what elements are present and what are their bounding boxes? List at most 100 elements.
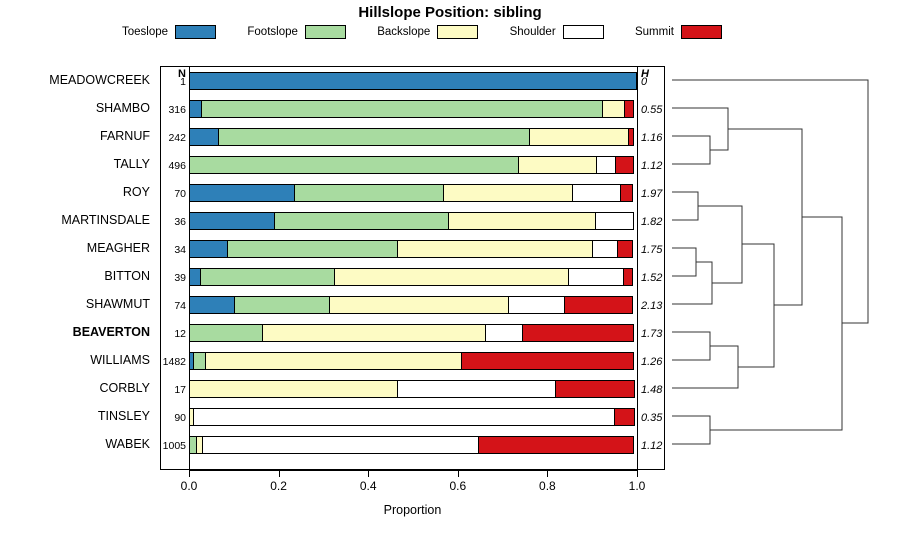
bar-segment-footslope bbox=[201, 100, 604, 118]
bar-segment-footslope bbox=[217, 128, 531, 146]
series-label: FARNUF bbox=[100, 129, 150, 143]
n-column-header: N bbox=[178, 68, 186, 80]
bar-segment-backslope bbox=[396, 240, 594, 258]
chart-row: 496 1.12 bbox=[160, 151, 665, 179]
legend-item: Shoulder bbox=[510, 25, 604, 39]
legend: Toeslope Footslope Backslope Shoulder Summit bbox=[122, 22, 722, 42]
chart-row: 74 2.13 bbox=[160, 291, 665, 319]
chart-row: 36 1.82 bbox=[160, 207, 665, 235]
bar-segment-summit bbox=[619, 184, 633, 202]
legend-item-label: Summit bbox=[634, 26, 674, 38]
n-value: 39 bbox=[174, 272, 186, 284]
bar-segment-backslope bbox=[334, 268, 570, 286]
n-value: 90 bbox=[174, 412, 186, 424]
h-value: 1.12 bbox=[641, 440, 663, 452]
bar-segment-backslope bbox=[262, 324, 487, 342]
bar-segment-backslope bbox=[189, 380, 398, 398]
bar-segment-toeslope bbox=[189, 240, 228, 258]
legend-item-label: Footslope bbox=[247, 26, 298, 38]
bar-segment-backslope bbox=[529, 128, 630, 146]
h-value: 1.12 bbox=[641, 160, 663, 172]
n-value: 34 bbox=[174, 244, 186, 256]
bar-segment-summit bbox=[477, 436, 634, 454]
bar-segment-backslope bbox=[602, 100, 626, 118]
x-axis-tick-label: 0.0 bbox=[180, 479, 198, 493]
h-value: 0.35 bbox=[641, 412, 663, 424]
x-axis: 0.0 0.2 0.4 0.6 0.8 1.0 bbox=[160, 470, 665, 510]
bar-segment-shoulder bbox=[396, 380, 556, 398]
bar-segment-summit bbox=[628, 128, 634, 146]
x-axis-line bbox=[189, 470, 638, 471]
h-value: 0 bbox=[641, 76, 648, 88]
x-axis-tick bbox=[278, 470, 280, 477]
x-axis-tick bbox=[457, 470, 459, 477]
h-value: 0.55 bbox=[641, 104, 663, 116]
legend-item-label: Toeslope bbox=[122, 26, 169, 38]
bar-segment-backslope bbox=[205, 352, 462, 370]
bar-segment-backslope bbox=[517, 156, 597, 174]
bar-segment-backslope bbox=[329, 296, 510, 314]
bar-segment-summit bbox=[614, 408, 635, 426]
x-axis-tick bbox=[189, 470, 190, 477]
bar-segment-summit bbox=[617, 240, 633, 258]
stacked-bar bbox=[189, 128, 637, 146]
n-value: 316 bbox=[168, 104, 186, 116]
stacked-bar-plot: N H 1 0 316 0.55 242 1.16 496 1.12 70 1.97 36 1.82 3… bbox=[160, 66, 665, 470]
n-value: 242 bbox=[168, 132, 186, 144]
chart-row: 12 1.73 bbox=[160, 319, 665, 347]
chart-row: 39 1.52 bbox=[160, 263, 665, 291]
series-label: WABEK bbox=[105, 437, 150, 451]
stacked-bar bbox=[189, 184, 637, 202]
legend-item: Backslope bbox=[377, 25, 479, 39]
bar-segment-shoulder bbox=[594, 212, 634, 230]
stacked-bar bbox=[189, 240, 637, 258]
chart-row: 34 1.75 bbox=[160, 235, 665, 263]
n-value: 70 bbox=[174, 188, 186, 200]
series-label: BITTON bbox=[104, 269, 150, 283]
chart-row: 1482 1.26 bbox=[160, 347, 665, 375]
series-label: ROY bbox=[122, 185, 150, 199]
h-value: 1.73 bbox=[641, 328, 663, 340]
stacked-bar bbox=[189, 212, 637, 230]
stacked-bar bbox=[189, 156, 637, 174]
x-axis-title: Proportion bbox=[383, 503, 442, 517]
h-value: 1.48 bbox=[641, 384, 663, 396]
legend-item: Footslope bbox=[247, 25, 346, 39]
n-value: 1005 bbox=[162, 440, 186, 452]
chart-row: 316 0.55 bbox=[160, 95, 665, 123]
stacked-bar bbox=[189, 296, 637, 314]
stacked-bar bbox=[189, 408, 637, 426]
n-value: 36 bbox=[174, 216, 186, 228]
chart-row: 1005 1.12 bbox=[160, 431, 665, 459]
bar-segment-footslope bbox=[274, 212, 449, 230]
h-value: 1.16 bbox=[641, 132, 663, 144]
chart-row: 70 1.97 bbox=[160, 179, 665, 207]
stacked-bar bbox=[189, 436, 637, 454]
x-axis-tick-label: 1.0 bbox=[628, 479, 646, 493]
bar-segment-toeslope bbox=[189, 212, 276, 230]
bar-segment-shoulder bbox=[193, 408, 616, 426]
h-column-header: H bbox=[641, 68, 649, 80]
series-label: SHAWMUT bbox=[85, 297, 150, 311]
bar-segment-shoulder bbox=[485, 324, 523, 342]
bar-segment-summit bbox=[521, 324, 634, 342]
legend-color-swatch bbox=[437, 25, 479, 39]
h-value: 1.82 bbox=[641, 216, 663, 228]
bar-segment-summit bbox=[460, 352, 634, 370]
bar-segment-shoulder bbox=[568, 268, 624, 286]
series-label: TINSLEY bbox=[97, 409, 150, 423]
bar-segment-backslope bbox=[443, 184, 573, 202]
bar-segment-summit bbox=[554, 380, 635, 398]
legend-color-swatch bbox=[304, 25, 346, 39]
bar-segment-shoulder bbox=[596, 156, 616, 174]
legend-color-swatch bbox=[562, 25, 604, 39]
x-axis-tick-label: 0.4 bbox=[359, 479, 377, 493]
bar-segment-toeslope bbox=[189, 100, 203, 118]
h-value: 1.97 bbox=[641, 188, 663, 200]
legend-color-swatch bbox=[175, 25, 217, 39]
x-axis-tick bbox=[547, 470, 549, 477]
n-value: 1482 bbox=[162, 356, 186, 368]
dendrogram bbox=[672, 79, 869, 445]
bar-segment-toeslope bbox=[189, 128, 219, 146]
bar-segment-footslope bbox=[189, 156, 519, 174]
